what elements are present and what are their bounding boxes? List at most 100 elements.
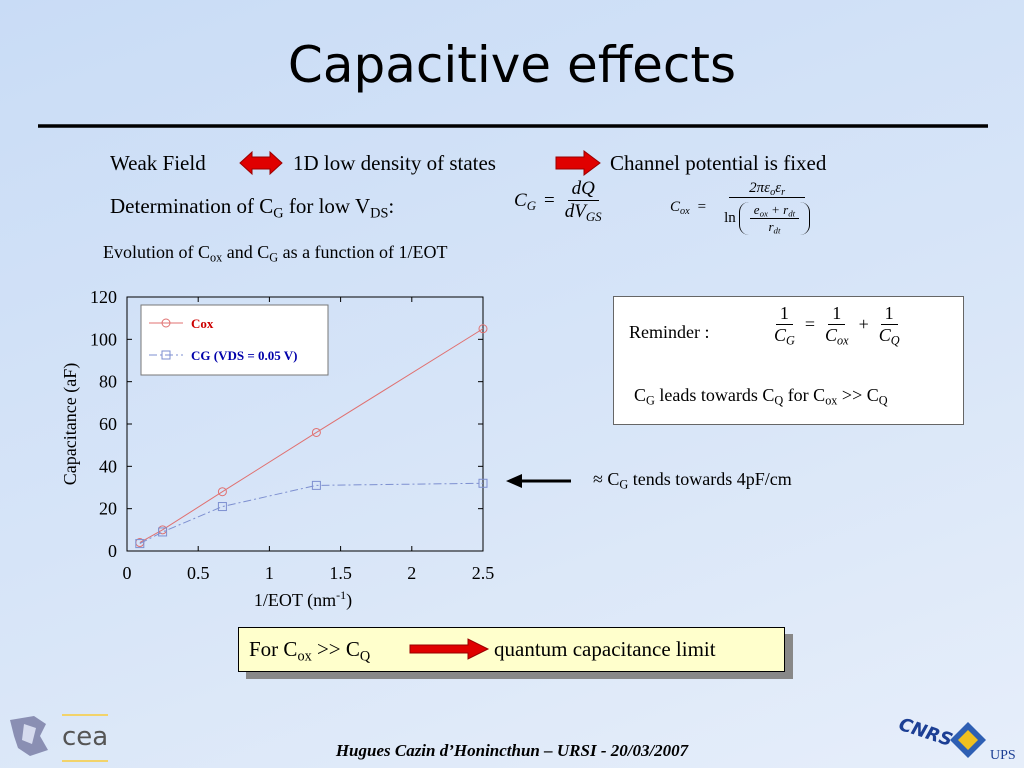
- text: For C: [249, 637, 298, 661]
- text: e: [753, 202, 760, 217]
- text: C: [878, 325, 891, 345]
- marker: [478, 324, 488, 334]
- text: 1: [832, 303, 842, 323]
- y-tick-label: 120: [90, 287, 117, 307]
- fraction: 2πεoεr ln eox + rdt rdt: [720, 180, 814, 235]
- series-line: [139, 328, 484, 543]
- subscript: G: [619, 477, 629, 492]
- text-parts: CG: [770, 325, 799, 348]
- subscript: r: [781, 187, 786, 199]
- superscript: -1: [336, 588, 346, 602]
- subscript: ox: [759, 208, 768, 219]
- reminder-note: CG leads towards CQ for Cox >> CQ: [634, 385, 888, 408]
- text-parts: Cox: [821, 325, 853, 348]
- subscript: Q: [774, 393, 784, 408]
- title: Capacitive effects: [287, 36, 737, 94]
- limit-box: For Cox >> CQ quantum capacitance limit: [238, 627, 785, 672]
- left-arrow: [506, 474, 571, 488]
- y-axis-label: Capacitance (aF): [60, 363, 81, 485]
- subscript: o: [770, 187, 776, 199]
- text: dV: [564, 201, 586, 222]
- y-tick-label: 80: [99, 372, 117, 392]
- limit-left: For Cox >> CQ: [249, 637, 371, 665]
- low-density: 1D low density of states: [293, 151, 496, 175]
- x-tick-label: 0.5: [187, 563, 210, 583]
- eq-sign: =: [804, 314, 816, 334]
- text: ): [346, 590, 352, 611]
- marker: [135, 538, 145, 548]
- text: C: [670, 199, 681, 215]
- marker: [217, 487, 227, 497]
- text: + r: [767, 202, 789, 217]
- caption: Evolution of Cox and CG as a function of…: [103, 242, 448, 265]
- text: C: [774, 325, 787, 345]
- text: leads towards C: [654, 385, 775, 405]
- legend-label: CG (VDS = 0.05 V): [191, 348, 297, 363]
- legend-box: [140, 304, 329, 376]
- text: 2πε: [749, 180, 771, 196]
- subscript: Q: [890, 333, 900, 348]
- subscript: G: [786, 333, 795, 348]
- marker: [217, 502, 227, 512]
- y-tick-label: 20: [99, 499, 117, 519]
- subscript: G: [646, 393, 655, 408]
- subscript: ox: [837, 333, 849, 348]
- text-parts: 1: [880, 303, 898, 325]
- arrow-note: ≈ CG tends towards 4pF/cm: [593, 469, 792, 492]
- ln: ln: [724, 210, 736, 226]
- subscript: Q: [878, 393, 888, 408]
- footer: Hugues Cazin d’Honincthun – URSI - 20/03…: [335, 741, 689, 760]
- text: >> C: [837, 385, 879, 405]
- marker: [161, 350, 171, 360]
- marker: [311, 480, 321, 490]
- legend-label: Cox: [191, 316, 214, 331]
- text: C: [514, 189, 527, 211]
- subscript: Q: [359, 648, 371, 665]
- x-tick-label: 0: [123, 563, 132, 583]
- text: >> C: [311, 637, 360, 661]
- text: C: [825, 325, 838, 345]
- logo-rule: [62, 760, 108, 762]
- subscript: ox: [680, 206, 690, 218]
- series-line: [139, 482, 484, 545]
- text: for low V: [283, 194, 371, 218]
- text: dQ: [571, 178, 595, 199]
- marker: [478, 478, 488, 488]
- logo-ups: UPS: [990, 748, 1016, 763]
- channel-potential: Channel potential is fixed: [610, 151, 827, 175]
- subscript: ox: [210, 250, 223, 265]
- marker: [161, 318, 171, 328]
- logo-rule: [62, 714, 108, 716]
- text-parts: dQ: [567, 178, 599, 201]
- text-parts: 1: [775, 303, 793, 325]
- text: as a function of 1/EOT: [278, 242, 448, 262]
- marker: [158, 525, 168, 535]
- y-tick-label: 100: [90, 329, 117, 349]
- text: ε: [775, 180, 782, 196]
- reminder-equation: 1 CG = 1 Cox + 1 CQ: [764, 303, 910, 348]
- subscript: DS: [370, 205, 389, 222]
- text-parts: CQ: [875, 325, 904, 348]
- eq-lhs: CG: [514, 190, 536, 212]
- subscript: G: [526, 197, 537, 213]
- text: for C: [783, 385, 826, 405]
- text-parts: eox + rdt: [749, 202, 800, 219]
- subscript: dt: [788, 208, 796, 219]
- right-arrow: [555, 150, 601, 176]
- x-tick-label: 2: [407, 563, 416, 583]
- x-tick-label: 2.5: [472, 563, 495, 583]
- text: Determination of C: [110, 194, 274, 218]
- text: ≈ C: [593, 469, 620, 489]
- text: 1: [884, 303, 894, 323]
- subscript: ox: [825, 393, 838, 408]
- text-parts: dVGS: [561, 201, 606, 223]
- text: and C: [222, 242, 270, 262]
- eq-sign: =: [544, 189, 555, 211]
- subscript: G: [269, 250, 279, 265]
- limit-right: quantum capacitance limit: [494, 637, 716, 661]
- fraction: dQ dVGS: [561, 178, 606, 223]
- eq-lhs: Cox: [670, 199, 690, 218]
- subscript: GS: [585, 208, 602, 224]
- y-tick-label: 0: [108, 541, 117, 561]
